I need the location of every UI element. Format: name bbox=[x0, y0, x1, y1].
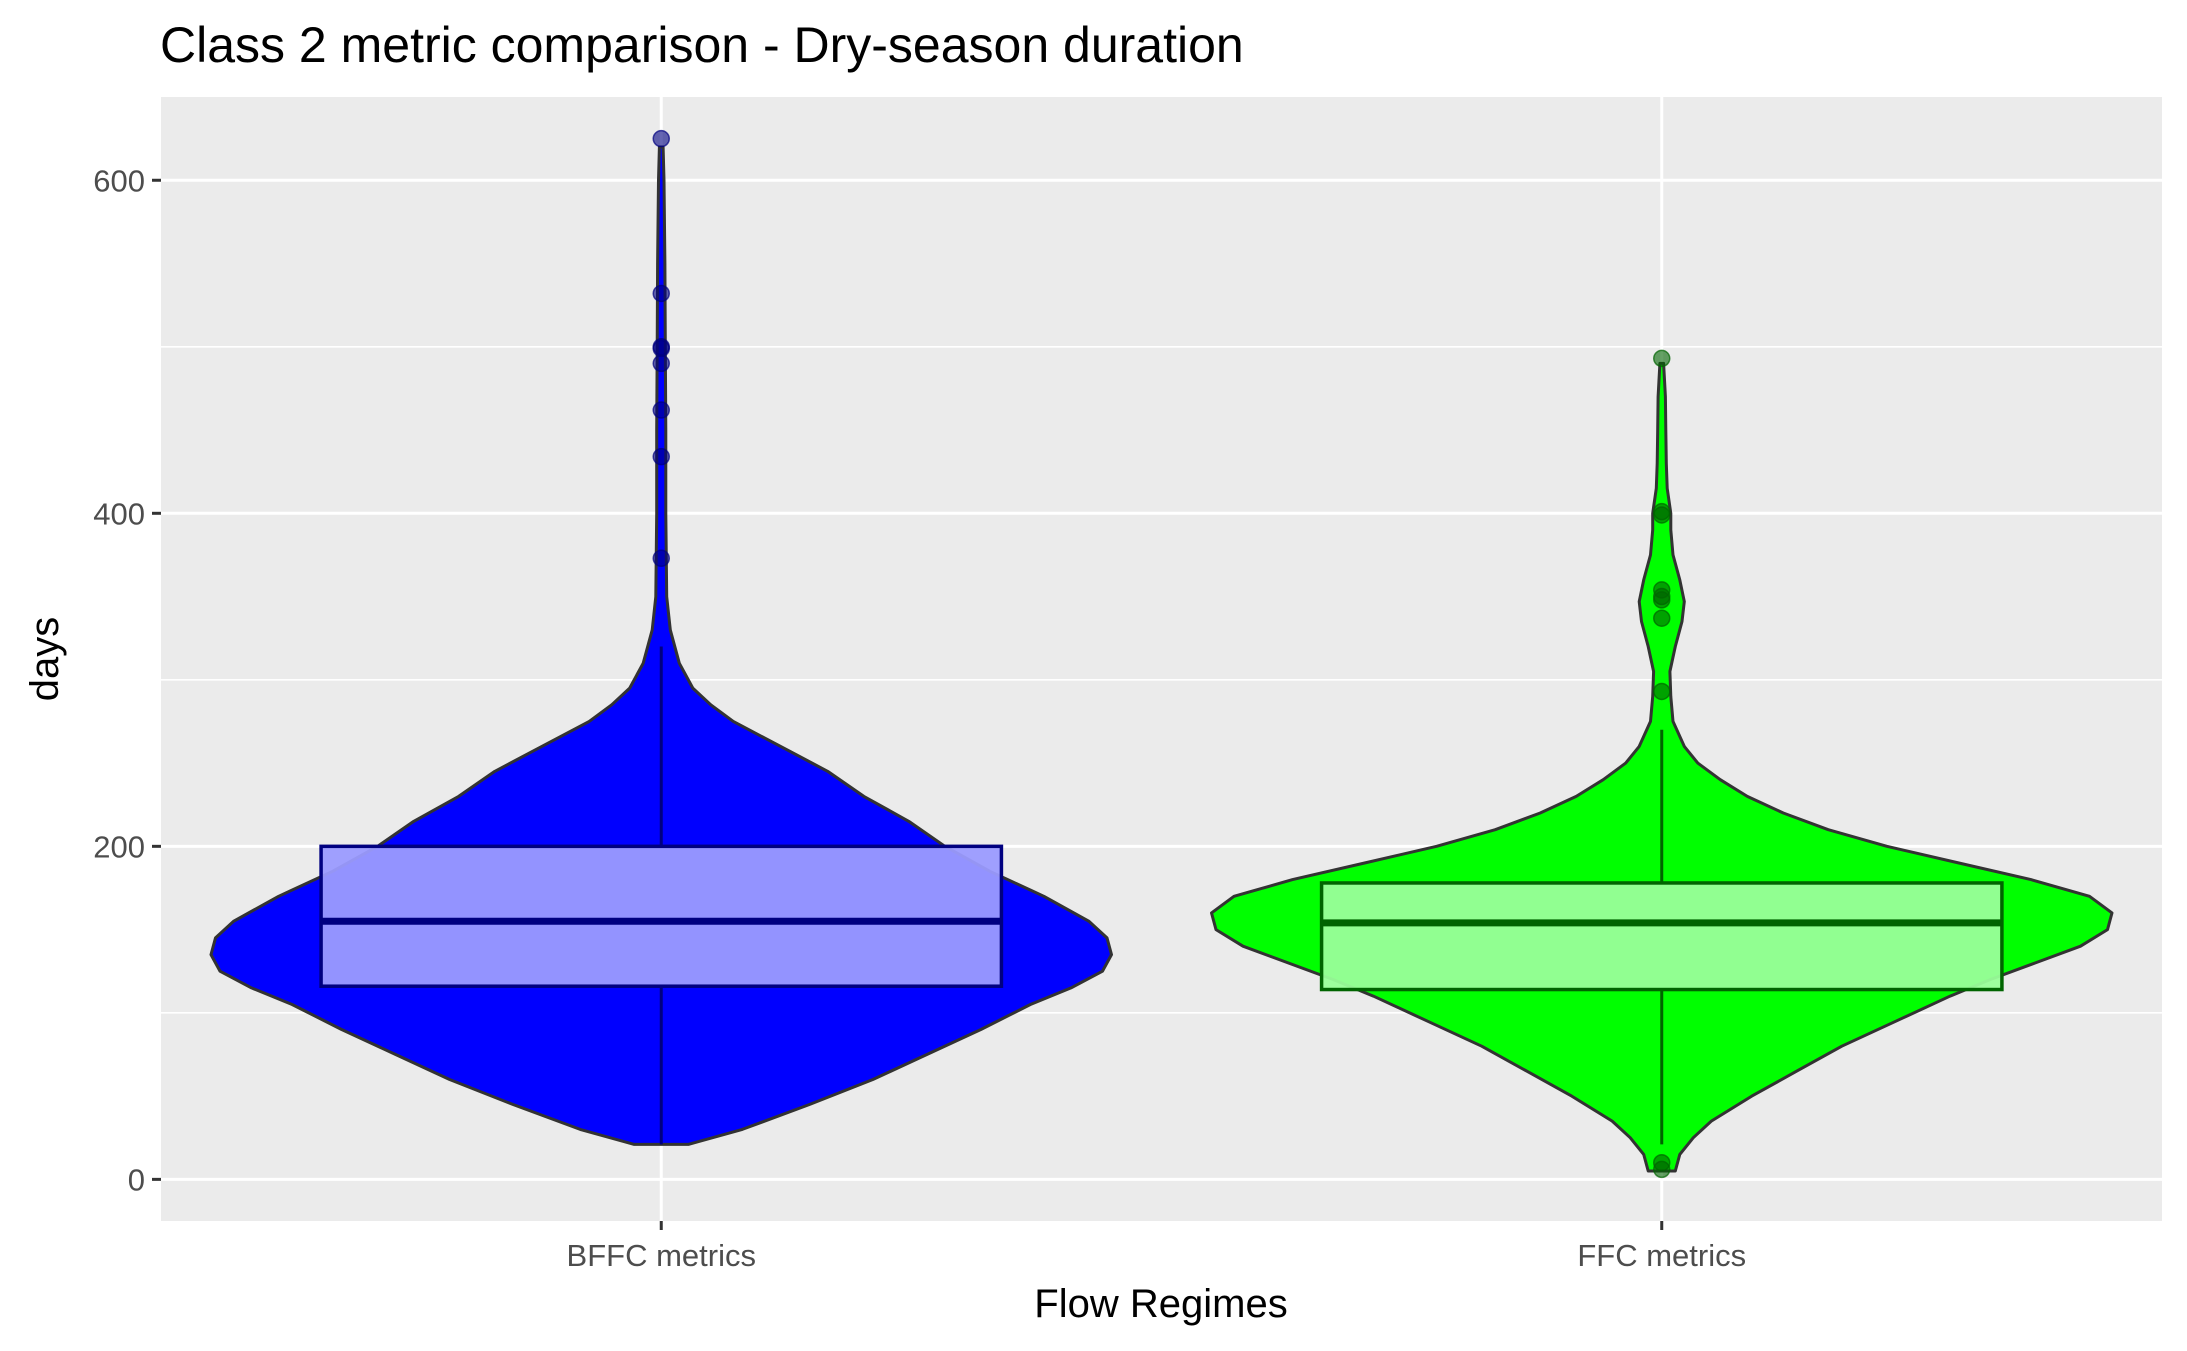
outlier-point bbox=[1653, 1160, 1671, 1179]
outlier-points bbox=[652, 129, 1671, 1179]
outlier-point bbox=[1653, 349, 1671, 368]
box-0 bbox=[319, 844, 1004, 988]
y-axis-title: days bbox=[23, 617, 67, 702]
y-tick-label: 400 bbox=[93, 496, 145, 531]
outlier-point bbox=[652, 549, 670, 568]
outlier-point bbox=[652, 284, 670, 303]
outlier-point bbox=[652, 129, 670, 148]
x-tick-label: BFFC metrics bbox=[567, 1238, 756, 1273]
y-tick-label: 0 bbox=[128, 1162, 145, 1197]
outlier-point bbox=[652, 339, 670, 358]
x-tick-label: FFC metrics bbox=[1577, 1238, 1746, 1273]
outlier-point bbox=[1653, 609, 1671, 627]
box-1 bbox=[1319, 881, 2004, 992]
y-tick-label: 600 bbox=[93, 163, 145, 198]
outlier-point bbox=[652, 401, 670, 419]
outlier-point bbox=[652, 354, 670, 373]
outlier-point bbox=[1653, 506, 1671, 524]
outlier-point bbox=[1653, 591, 1671, 609]
x-axis-title: Flow Regimes bbox=[1034, 1282, 1287, 1326]
outlier-point bbox=[1653, 682, 1671, 701]
y-tick-label: 200 bbox=[93, 829, 145, 864]
chart-title: Class 2 metric comparison - Dry-season d… bbox=[160, 17, 1244, 73]
axes: 0 200 400 600 BFFC metrics FFC metrics bbox=[93, 163, 1746, 1273]
outlier-point bbox=[652, 447, 670, 466]
boxplots bbox=[319, 646, 2004, 1145]
